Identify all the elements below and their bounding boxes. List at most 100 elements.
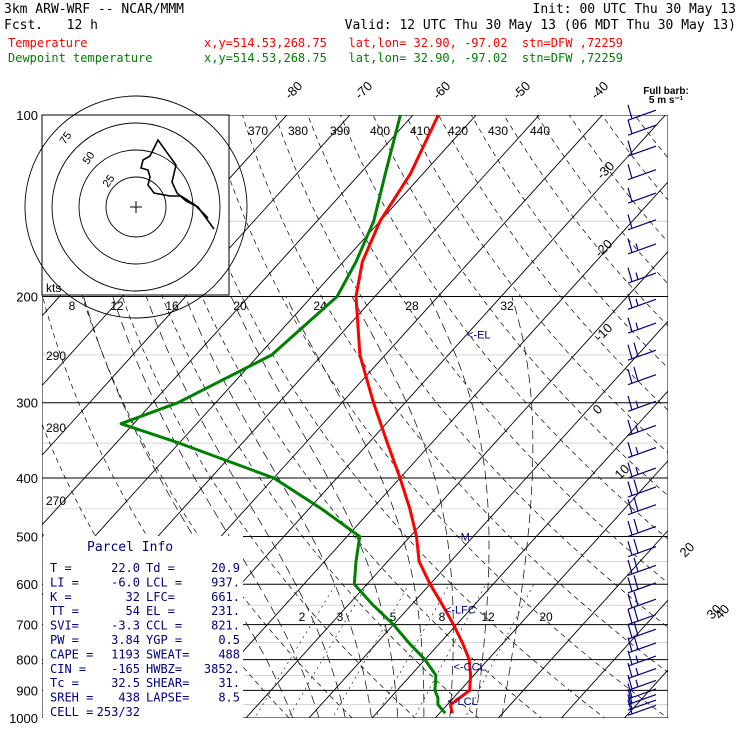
moist-adiabat-line bbox=[285, 296, 425, 718]
theta-label: 390 bbox=[330, 124, 350, 138]
level-annotation: <-EL bbox=[467, 329, 491, 341]
init-time: Init: 00 UTC Thu 30 May 13 bbox=[532, 2, 737, 17]
parcel-info-title: Parcel Info bbox=[87, 540, 173, 555]
wind-barb bbox=[627, 679, 657, 691]
wind-barb bbox=[635, 667, 639, 676]
model-title: 3km ARW-WRF -- NCAR/MMM bbox=[4, 2, 185, 17]
mixing-ratio-label: 12 bbox=[481, 610, 495, 624]
parcel-info-key: PW = bbox=[50, 633, 79, 647]
hodograph-trace bbox=[140, 138, 215, 230]
wind-barb bbox=[627, 442, 633, 457]
isotherm-line bbox=[42, 115, 351, 718]
parcel-info-value: 661. bbox=[211, 590, 240, 604]
mixing-ratio-label: 3 bbox=[337, 610, 344, 624]
isotherm-label: -50 bbox=[510, 78, 534, 102]
moist-adiabat-line bbox=[145, 296, 349, 718]
parcel-info-key: CCL = bbox=[146, 619, 182, 633]
isotherm-label: 0 bbox=[590, 401, 606, 417]
parcel-info-value: 231. bbox=[211, 604, 240, 618]
mixing-ratio-line bbox=[368, 584, 450, 718]
isotherm-line bbox=[234, 115, 668, 718]
wind-barb bbox=[627, 243, 657, 255]
isotherm-line bbox=[612, 115, 668, 718]
moist-adiabat-line bbox=[499, 296, 534, 718]
hodograph-ring bbox=[24, 95, 248, 319]
parcel-info-key: YGP = bbox=[146, 633, 182, 647]
wind-barb bbox=[627, 637, 633, 652]
dry-adiabat-line bbox=[438, 115, 668, 718]
theta-label: 440 bbox=[530, 124, 550, 138]
pressure-tick-label: 700 bbox=[16, 618, 38, 633]
wind-barb bbox=[627, 322, 657, 334]
mixing-ratio-label: 16 bbox=[165, 299, 179, 313]
wind-barb bbox=[627, 187, 633, 202]
isotherm-label: -80 bbox=[282, 78, 306, 102]
hodograph-ring bbox=[51, 122, 221, 292]
level-annotation: <-LCL bbox=[447, 696, 477, 708]
dewpoint-trace bbox=[119, 114, 447, 715]
level-annotation: <-CCL bbox=[454, 661, 486, 673]
isotherm-line bbox=[170, 115, 668, 718]
wind-barb bbox=[627, 486, 657, 498]
dry-adiabat-line bbox=[209, 115, 668, 718]
parcel-info-value: 821. bbox=[211, 619, 240, 633]
wind-barb bbox=[627, 467, 657, 479]
wind-barb bbox=[633, 366, 639, 382]
mixing-ratio-label: 20 bbox=[539, 610, 553, 624]
wind-barb bbox=[627, 140, 633, 155]
wind-barb bbox=[627, 564, 657, 576]
dry-adiabat-line bbox=[143, 115, 558, 718]
isotherm-line bbox=[486, 115, 668, 718]
theta-label: 370 bbox=[248, 124, 268, 138]
parcel-info-value: 438 bbox=[118, 691, 140, 705]
pressure-tick-label: 800 bbox=[16, 653, 38, 668]
wind-barb bbox=[627, 520, 633, 536]
parcel-info-value: 31. bbox=[218, 676, 240, 690]
wind-barb bbox=[627, 546, 657, 558]
dry-adiabat-line bbox=[568, 115, 668, 718]
theta-label: 410 bbox=[410, 124, 430, 138]
wind-barb bbox=[635, 446, 639, 455]
isotherm-label: 10 bbox=[612, 461, 633, 482]
wind-barb bbox=[627, 119, 633, 134]
mixing-ratio-label: 8 bbox=[69, 299, 76, 313]
wind-barb bbox=[633, 496, 639, 512]
dry-adiabat-line bbox=[307, 115, 668, 718]
dry-adiabat-line bbox=[111, 115, 494, 718]
parcel-info-value: 1193 bbox=[111, 647, 140, 661]
isotherm-label: -20 bbox=[592, 236, 616, 260]
wind-barb bbox=[627, 164, 633, 179]
dry-adiabat-line bbox=[274, 115, 668, 718]
wind-barb bbox=[633, 518, 639, 534]
wind-barb bbox=[627, 219, 657, 231]
wind-legend-title: Full barb: bbox=[643, 86, 689, 97]
level-annotation: M bbox=[461, 531, 470, 543]
dewpoint-legend-location: x,y=514.53,268.75 lat,lon= 32.90, -97.02… bbox=[204, 51, 624, 65]
wind-barb bbox=[627, 214, 633, 229]
wind-barb bbox=[627, 169, 657, 181]
wind-barb bbox=[635, 679, 639, 688]
wind-barb bbox=[627, 462, 633, 477]
parcel-info-value: 54 bbox=[126, 604, 140, 618]
wind-barb bbox=[627, 628, 657, 640]
mixing-ratio-line bbox=[325, 584, 410, 718]
wind-barb bbox=[627, 674, 633, 690]
dry-adiabat-line bbox=[78, 115, 430, 718]
wind-barb bbox=[627, 609, 633, 624]
wind-barb bbox=[633, 342, 639, 357]
hodograph-axis-label: kts bbox=[46, 281, 61, 295]
mixing-ratio-line bbox=[246, 584, 336, 718]
mixing-ratio-label: 20 bbox=[233, 299, 247, 313]
wind-barb bbox=[635, 322, 639, 330]
mixing-ratio-label: 28 bbox=[405, 299, 419, 313]
wind-barb bbox=[627, 688, 657, 700]
wind-barb bbox=[627, 447, 657, 459]
hodograph-ring-label: 25 bbox=[101, 173, 118, 190]
dry-adiabat-line bbox=[405, 115, 668, 718]
temperature-trace bbox=[354, 114, 473, 714]
wind-barb bbox=[627, 699, 633, 715]
hodograph-ring bbox=[105, 176, 167, 238]
isotherm-label: -30 bbox=[594, 158, 618, 182]
wind-barb bbox=[627, 593, 633, 608]
wind-barb bbox=[635, 467, 639, 475]
